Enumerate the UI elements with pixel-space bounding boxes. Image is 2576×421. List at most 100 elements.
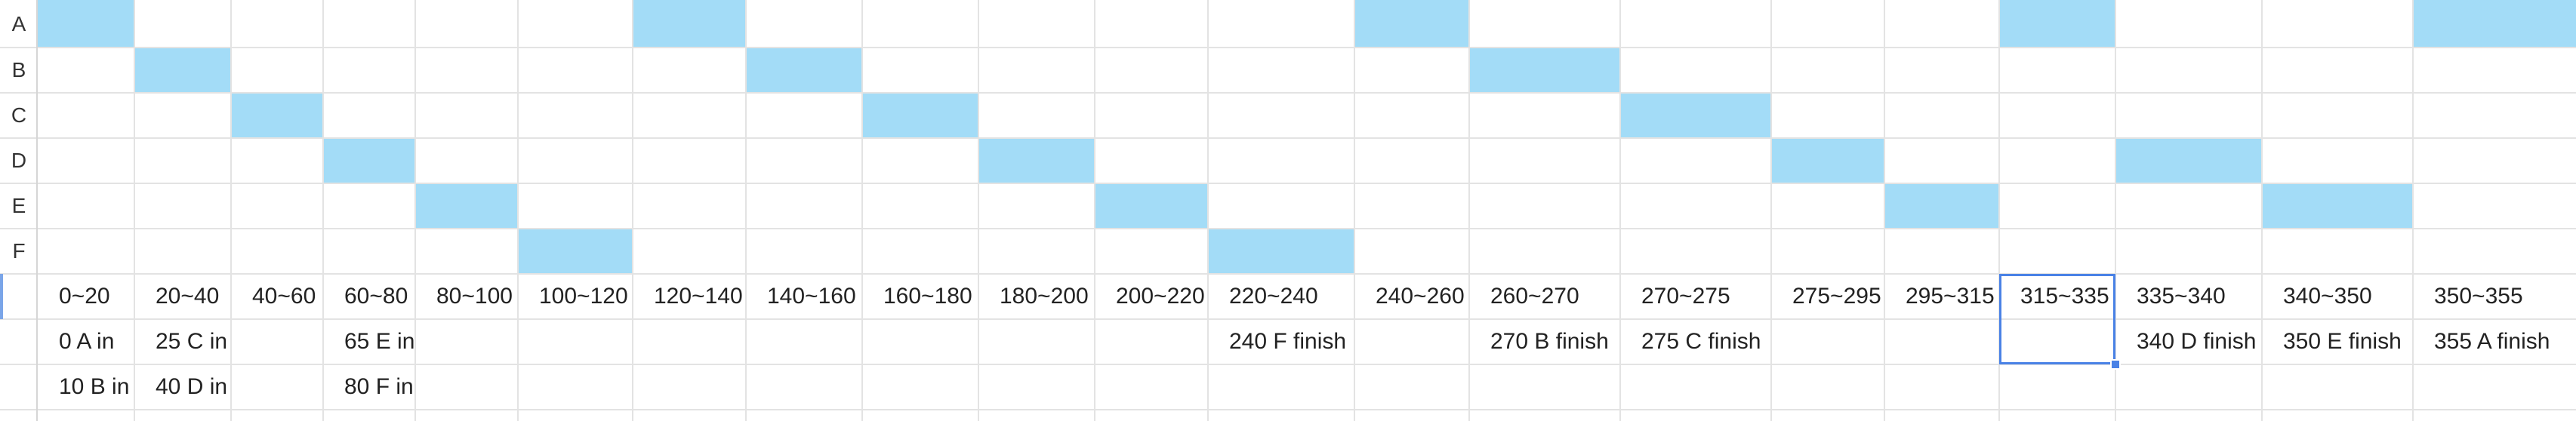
row-header-e[interactable]: E <box>11 194 26 217</box>
event-cell-row1-20[interactable]: 355 A finish <box>2434 329 2550 354</box>
filled-cell-b-1[interactable] <box>134 48 231 93</box>
event-cell-row1-15[interactable] <box>1771 319 1884 364</box>
event-cell-row2-16[interactable] <box>1884 364 1999 410</box>
event-cell-row1-10[interactable] <box>1095 319 1208 364</box>
event-cell-row2-0[interactable]: 10 B in <box>59 374 130 399</box>
event-cell-row2-15[interactable] <box>1771 364 1884 410</box>
filled-cell-e-19[interactable] <box>2262 183 2413 229</box>
event-cell-row2-20[interactable] <box>2413 364 2576 410</box>
column-gridline <box>1094 0 1095 421</box>
filled-cell-e-10[interactable] <box>1095 183 1208 229</box>
interval-cell-8[interactable]: 160~180 <box>883 284 972 309</box>
filled-cell-a-20[interactable] <box>2413 0 2576 48</box>
event-cell-row1-0[interactable]: 0 A in <box>59 329 115 354</box>
event-cell-row1-9[interactable] <box>978 319 1095 364</box>
interval-cell-3[interactable]: 60~80 <box>344 284 408 309</box>
row-header-a[interactable]: A <box>11 11 26 35</box>
interval-cell-16[interactable]: 295~315 <box>1906 284 1995 309</box>
event-cell-row2-17[interactable] <box>1999 364 2115 410</box>
filled-cell-a-0[interactable] <box>38 0 134 48</box>
row-gridline <box>0 409 2576 410</box>
event-cell-row2-3[interactable]: 80 F in <box>344 374 414 399</box>
interval-cell-18[interactable]: 335~340 <box>2137 284 2226 309</box>
column-gridline <box>322 0 324 421</box>
interval-cell-0[interactable]: 0~20 <box>59 284 110 309</box>
event-cell-row1-1[interactable]: 25 C in <box>156 329 228 354</box>
row-header-c[interactable]: C <box>11 103 27 127</box>
event-cell-row2-8[interactable] <box>862 364 978 410</box>
event-cell-row2-13[interactable] <box>1469 364 1620 410</box>
event-cell-row2-5[interactable] <box>518 364 633 410</box>
interval-cell-4[interactable]: 80~100 <box>436 284 513 309</box>
event-cell-row2-1[interactable]: 40 D in <box>156 374 228 399</box>
event-cell-row1-4[interactable] <box>415 319 518 364</box>
event-cell-row2-4[interactable] <box>415 364 518 410</box>
column-gridline <box>230 0 232 421</box>
filled-cell-d-3[interactable] <box>323 138 415 183</box>
selected-cell-outline[interactable] <box>1999 274 2115 364</box>
interval-cell-12[interactable]: 240~260 <box>1376 284 1465 309</box>
event-cell-row1-7[interactable] <box>746 319 862 364</box>
event-cell-row1-16[interactable] <box>1884 319 1999 364</box>
event-cell-row2-6[interactable] <box>633 364 746 410</box>
filled-cell-a-6[interactable] <box>633 0 746 48</box>
interval-cell-11[interactable]: 220~240 <box>1229 284 1318 309</box>
interval-cell-20[interactable]: 350~355 <box>2434 284 2523 309</box>
filled-cell-a-12[interactable] <box>1354 0 1469 48</box>
interval-cell-2[interactable]: 40~60 <box>252 284 316 309</box>
event-cell-row1-5[interactable] <box>518 319 633 364</box>
event-cell-row2-11[interactable] <box>1208 364 1354 410</box>
row-header-b[interactable]: B <box>11 58 26 81</box>
filled-cell-a-17[interactable] <box>1999 0 2115 48</box>
event-cell-row1-6[interactable] <box>633 319 746 364</box>
row-header-f[interactable]: F <box>12 239 26 263</box>
interval-cell-15[interactable]: 275~295 <box>1792 284 1881 309</box>
event-cell-row1-11[interactable]: 240 F finish <box>1229 329 1347 354</box>
interval-cell-19[interactable]: 340~350 <box>2283 284 2372 309</box>
filled-cell-c-2[interactable] <box>231 93 323 138</box>
filled-cell-d-9[interactable] <box>978 138 1095 183</box>
interval-cell-17[interactable]: 315~335 <box>2020 284 2109 309</box>
column-gridline <box>1884 0 1885 421</box>
event-cell-row1-13[interactable]: 270 B finish <box>1490 329 1609 354</box>
row-gridline <box>0 318 2576 320</box>
event-cell-row2-9[interactable] <box>978 364 1095 410</box>
event-cell-row2-7[interactable] <box>746 364 862 410</box>
event-cell-row2-10[interactable] <box>1095 364 1208 410</box>
filled-cell-e-4[interactable] <box>415 183 518 229</box>
interval-cell-14[interactable]: 270~275 <box>1641 284 1730 309</box>
interval-cell-1[interactable]: 20~40 <box>156 284 220 309</box>
filled-cell-c-8[interactable] <box>862 93 978 138</box>
filled-cell-c-14[interactable] <box>1620 93 1771 138</box>
event-cell-row1-19[interactable]: 350 E finish <box>2283 329 2402 354</box>
interval-cell-5[interactable]: 100~120 <box>539 284 628 309</box>
interval-cell-7[interactable]: 140~160 <box>767 284 856 309</box>
event-cell-row1-18[interactable]: 340 D finish <box>2137 329 2257 354</box>
filled-cell-f-11[interactable] <box>1208 229 1354 274</box>
interval-cell-6[interactable]: 120~140 <box>654 284 743 309</box>
interval-cell-13[interactable]: 260~270 <box>1490 284 1579 309</box>
filled-cell-b-13[interactable] <box>1469 48 1620 93</box>
interval-cell-10[interactable]: 200~220 <box>1116 284 1205 309</box>
filled-cell-e-16[interactable] <box>1884 183 1999 229</box>
event-cell-row1-3[interactable]: 65 E in <box>344 329 415 354</box>
event-cell-row2-14[interactable] <box>1620 364 1771 410</box>
event-cell-row2-18[interactable] <box>2115 364 2262 410</box>
filled-cell-b-7[interactable] <box>746 48 862 93</box>
filled-cell-d-15[interactable] <box>1771 138 1884 183</box>
column-gridline <box>1770 0 1772 421</box>
fill-handle[interactable] <box>2110 359 2121 370</box>
row-header-d[interactable]: D <box>11 149 27 172</box>
filled-cell-d-18[interactable] <box>2115 138 2262 183</box>
row-gridline <box>0 273 2576 275</box>
event-cell-row1-12[interactable] <box>1354 319 1469 364</box>
event-cell-row2-19[interactable] <box>2262 364 2413 410</box>
filled-cell-f-5[interactable] <box>518 229 633 274</box>
event-cell-row2-2[interactable] <box>231 364 323 410</box>
event-cell-row1-8[interactable] <box>862 319 978 364</box>
event-cell-row1-14[interactable]: 275 C finish <box>1641 329 1761 354</box>
event-cell-row2-12[interactable] <box>1354 364 1469 410</box>
interval-cell-9[interactable]: 180~200 <box>1000 284 1089 309</box>
event-cell-row1-2[interactable] <box>231 319 323 364</box>
